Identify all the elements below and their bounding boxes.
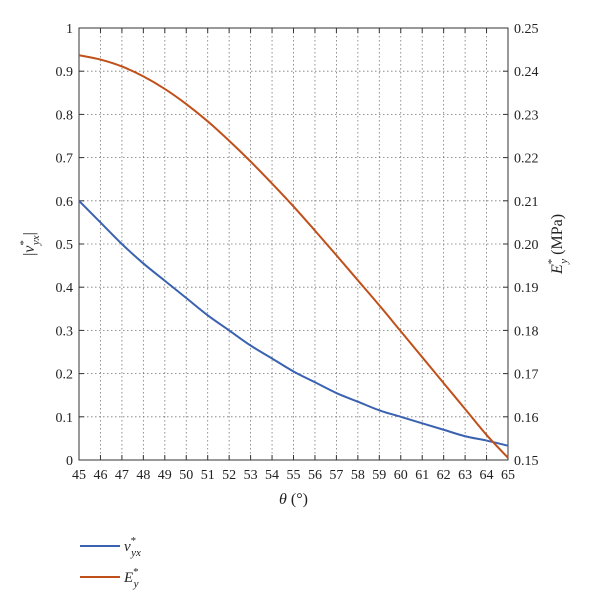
x-tick-label: 51	[201, 468, 215, 483]
x-axis: 45 46 47 48 49 50 51 52 53 54 55 56 57 58 59 60 61 62 63 64…	[72, 28, 515, 483]
y-right-tick-label: 0.20	[514, 238, 539, 253]
y-left-tick-label: 0.5	[56, 238, 74, 253]
y-right-tick-label: 0.24	[514, 65, 539, 80]
y-left-tick-label: 0.8	[56, 108, 74, 123]
x-axis-label: θ (°)	[279, 491, 308, 508]
y-left-tick-label: 0.7	[56, 152, 74, 167]
x-tick-label: 64	[480, 468, 494, 483]
y-left-tick-label: 0.9	[56, 65, 74, 80]
y-right-tick-label: 0.17	[514, 368, 539, 383]
legend-label: E* y	[123, 566, 139, 590]
grid	[79, 28, 508, 460]
x-tick-label: 48	[136, 468, 150, 483]
x-tick-label: 55	[287, 468, 301, 483]
x-tick-label: 63	[458, 468, 472, 483]
series-lines	[78, 54, 509, 459]
y-left-tick-label: 0.3	[56, 324, 74, 339]
x-tick-label: 54	[265, 468, 279, 483]
y-right-tick-label: 0.16	[514, 411, 539, 426]
y-right-tick-label: 0.21	[514, 195, 539, 210]
series-line-nu-yx	[78, 200, 509, 447]
x-tick-label: 61	[415, 468, 429, 483]
y-right-tick-label: 0.23	[514, 108, 539, 123]
x-tick-label: 58	[351, 468, 365, 483]
y-left-tick-label: 0.6	[56, 195, 74, 210]
legend: ν* yx E* y	[80, 535, 141, 590]
x-tick-label: 65	[501, 468, 515, 483]
y-right-tick-label: 0.19	[514, 281, 539, 296]
y-left-tick-label: 1	[66, 22, 73, 37]
x-tick-label: 47	[115, 468, 129, 483]
y-left-tick-label: 0.2	[56, 368, 74, 383]
x-tick-label: 49	[158, 468, 172, 483]
y-left-tick-label: 0.1	[56, 411, 74, 426]
y-axis-left: 0 0.1 0.2 0.3 0.4 0.5 0.6 0.7 0.8 0.9 1	[56, 22, 84, 469]
y-axis-right: 0.15 0.16 0.17 0.18 0.19 0.20 0.21 0.22 0.23 0.24…	[503, 22, 539, 469]
y-right-tick-label: 0.15	[514, 454, 539, 469]
x-tick-label: 53	[244, 468, 258, 483]
y-right-tick-label: 0.22	[514, 152, 539, 167]
x-tick-label: 57	[329, 468, 343, 483]
x-tick-label: 52	[222, 468, 236, 483]
x-tick-label: 50	[179, 468, 193, 483]
y-axis-left-label: |ν*yx|	[18, 232, 42, 256]
x-tick-label: 46	[93, 468, 107, 483]
y-axis-right-label: E*y (MPa)	[546, 214, 570, 275]
y-left-tick-label: 0.4	[56, 281, 74, 296]
series-line-ey	[78, 54, 509, 459]
x-tick-label: 56	[308, 468, 322, 483]
x-tick-label: 62	[437, 468, 451, 483]
y-right-tick-label: 0.18	[514, 324, 539, 339]
x-tick-label: 60	[394, 468, 408, 483]
x-tick-label: 45	[72, 468, 86, 483]
y-right-tick-label: 0.25	[514, 22, 539, 37]
y-left-tick-label: 0	[66, 454, 73, 469]
x-tick-label: 59	[372, 468, 386, 483]
legend-label: ν* yx	[124, 535, 141, 559]
